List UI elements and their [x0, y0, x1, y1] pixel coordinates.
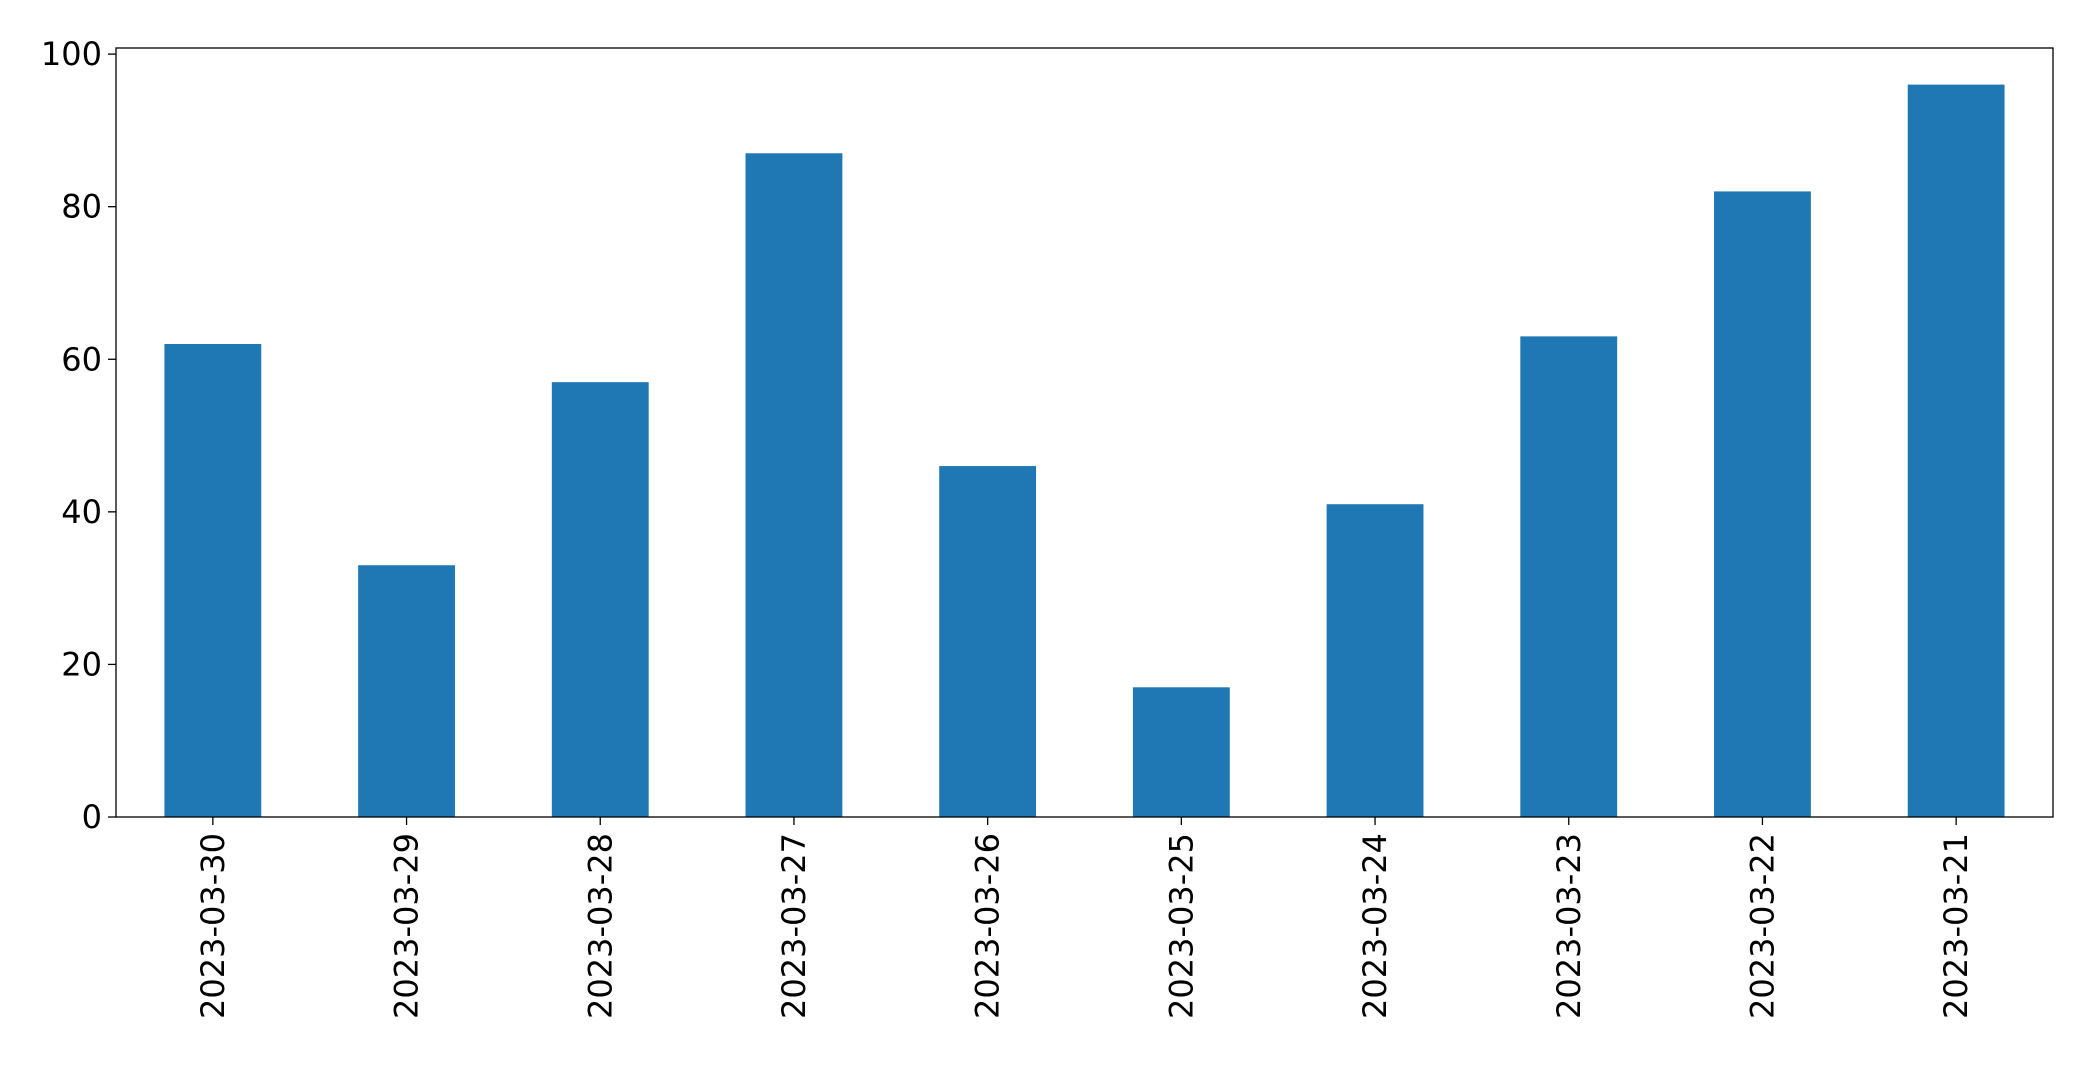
x-tick-label: 2023-03-21 [1937, 833, 1975, 1019]
x-tick-label: 2023-03-25 [1162, 833, 1200, 1019]
bar [939, 466, 1037, 817]
x-tick-label: 2023-03-23 [1550, 833, 1588, 1019]
x-tick-label: 2023-03-30 [194, 833, 232, 1019]
bar [164, 344, 262, 817]
y-tick-label: 60 [61, 340, 102, 378]
x-tick-label: 2023-03-27 [775, 833, 813, 1019]
bar [358, 565, 455, 817]
bar [745, 153, 843, 817]
bar [1907, 84, 2005, 818]
y-tick-label: 20 [61, 645, 102, 683]
plot-frame [115, 47, 2054, 818]
y-tick-label: 40 [61, 493, 102, 531]
y-tick-label: 80 [61, 188, 102, 226]
x-tick-label: 2023-03-29 [388, 833, 426, 1019]
x-tick-label: 2023-03-28 [581, 833, 619, 1019]
x-tick-label: 2023-03-26 [969, 833, 1007, 1019]
x-tick-label: 2023-03-24 [1356, 833, 1394, 1019]
bar [551, 382, 649, 817]
y-tick-label: 0 [82, 798, 102, 836]
bar [1714, 191, 1811, 817]
bar [1132, 687, 1230, 817]
y-tick-label: 100 [41, 35, 102, 73]
bar [1520, 336, 1618, 817]
x-tick-label: 2023-03-22 [1743, 833, 1781, 1019]
bar [1326, 504, 1424, 817]
